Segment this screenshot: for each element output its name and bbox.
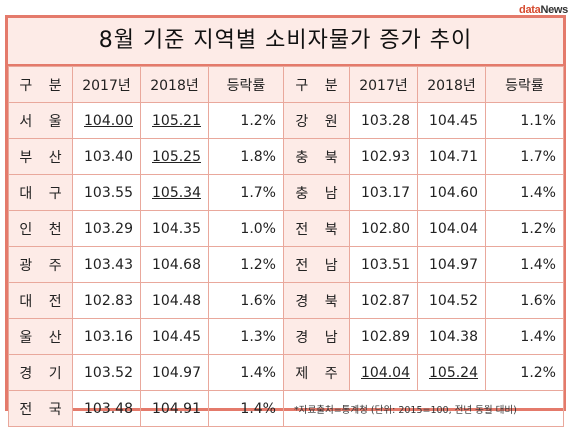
region-cell: 충 남 [283, 174, 350, 211]
rate-cell: 1.0% [208, 210, 284, 247]
rate-cell: 1.4% [208, 390, 284, 427]
region-cell: 대 구 [8, 174, 73, 211]
table-row: 대 전 102.83 104.48 1.6% 경 북 102.87 104.52… [8, 282, 564, 319]
header-rate: 등락률 [485, 66, 564, 103]
value-2017-cell: 103.48 [72, 390, 141, 427]
value-2018-cell: 104.52 [417, 282, 486, 319]
region-cell: 경 북 [283, 282, 350, 319]
header-region: 구 분 [283, 66, 350, 103]
region-cell: 서 울 [8, 102, 73, 139]
rate-cell: 1.7% [208, 174, 284, 211]
datanews-logo: dataNews [519, 4, 568, 16]
rate-cell: 1.3% [208, 318, 284, 355]
region-cell: 경 남 [283, 318, 350, 355]
value-2017-cell: 102.83 [72, 282, 141, 319]
table-row: 부 산 103.40 105.25 1.8% 충 북 102.93 104.71… [8, 138, 564, 175]
value-2017-cell: 102.87 [349, 282, 418, 319]
value-2017-cell: 103.29 [72, 210, 141, 247]
value-2017-cell: 104.04 [349, 354, 418, 391]
value-2018-cell: 104.97 [417, 246, 486, 283]
region-cell: 대 전 [8, 282, 73, 319]
value-2017-cell: 102.93 [349, 138, 418, 175]
value-2017-cell: 102.80 [349, 210, 418, 247]
rate-cell: 1.1% [485, 102, 564, 139]
region-cell: 전 국 [8, 390, 73, 427]
header-rate: 등락률 [208, 66, 284, 103]
value-2017-cell: 103.43 [72, 246, 141, 283]
value-2018-cell: 105.24 [417, 354, 486, 391]
header-2018: 2018년 [140, 66, 209, 103]
cpi-table: 구 분 2017년 2018년 등락률 구 분 2017년 2018년 등락률 … [8, 66, 564, 427]
value-2017-cell: 103.55 [72, 174, 141, 211]
header-2018: 2018년 [417, 66, 486, 103]
value-2017-cell: 103.17 [349, 174, 418, 211]
rate-cell: 1.2% [485, 354, 564, 391]
value-2018-cell: 104.60 [417, 174, 486, 211]
region-cell: 인 천 [8, 210, 73, 247]
value-2017-cell: 103.28 [349, 102, 418, 139]
rate-cell: 1.2% [208, 102, 284, 139]
header-region: 구 분 [8, 66, 73, 103]
rate-cell: 1.4% [485, 246, 564, 283]
value-2018-cell: 105.25 [140, 138, 209, 175]
value-2018-cell: 104.04 [417, 210, 486, 247]
region-cell: 부 산 [8, 138, 73, 175]
value-2018-cell: 104.35 [140, 210, 209, 247]
region-cell: 광 주 [8, 246, 73, 283]
value-2018-cell: 104.45 [417, 102, 486, 139]
region-cell: 전 남 [283, 246, 350, 283]
rate-cell: 1.4% [485, 174, 564, 211]
rate-cell: 1.7% [485, 138, 564, 175]
rate-cell: 1.2% [485, 210, 564, 247]
table-row: 광 주 103.43 104.68 1.2% 전 남 103.51 104.97… [8, 246, 564, 283]
value-2018-cell: 105.34 [140, 174, 209, 211]
table-row: 대 구 103.55 105.34 1.7% 충 남 103.17 104.60… [8, 174, 564, 211]
value-2018-cell: 104.68 [140, 246, 209, 283]
value-2017-cell: 104.00 [72, 102, 141, 139]
rate-cell: 1.4% [485, 318, 564, 355]
table-card: 8월 기준 지역별 소비자물가 증가 추이 구 분 2017년 2018년 등락… [5, 15, 566, 427]
region-cell: 제 주 [283, 354, 350, 391]
table-row: 서 울 104.00 105.21 1.2% 강 원 103.28 104.45… [8, 102, 564, 139]
value-2018-cell: 104.91 [140, 390, 209, 427]
value-2018-cell: 104.38 [417, 318, 486, 355]
value-2017-cell: 103.51 [349, 246, 418, 283]
rate-cell: 1.8% [208, 138, 284, 175]
region-cell: 충 북 [283, 138, 350, 175]
table-title: 8월 기준 지역별 소비자물가 증가 추이 [8, 18, 563, 66]
value-2017-cell: 102.89 [349, 318, 418, 355]
rate-cell: 1.6% [485, 282, 564, 319]
table-row: 울 산 103.16 104.45 1.3% 경 남 102.89 104.38… [8, 318, 564, 355]
value-2018-cell: 104.97 [140, 354, 209, 391]
header-row: 구 분 2017년 2018년 등락률 구 분 2017년 2018년 등락률 [8, 66, 564, 103]
value-2017-cell: 103.16 [72, 318, 141, 355]
rate-cell: 1.4% [208, 354, 284, 391]
header-2017: 2017년 [349, 66, 418, 103]
region-cell: 전 북 [283, 210, 350, 247]
value-2017-cell: 103.52 [72, 354, 141, 391]
region-cell: 경 기 [8, 354, 73, 391]
rate-cell: 1.2% [208, 246, 284, 283]
value-2018-cell: 105.21 [140, 102, 209, 139]
table-row: 인 천 103.29 104.35 1.0% 전 북 102.80 104.04… [8, 210, 564, 247]
header-2017: 2017년 [72, 66, 141, 103]
value-2017-cell: 103.40 [72, 138, 141, 175]
total-row: 전 국 103.48 104.91 1.4% *자료출처=통계청 (단위: 20… [8, 390, 564, 427]
table-row: 경 기 103.52 104.97 1.4% 제 주 104.04 105.24… [8, 354, 564, 391]
value-2018-cell: 104.71 [417, 138, 486, 175]
region-cell: 울 산 [8, 318, 73, 355]
value-2018-cell: 104.45 [140, 318, 209, 355]
region-cell: 강 원 [283, 102, 350, 139]
value-2018-cell: 104.48 [140, 282, 209, 319]
source-note: *자료출처=통계청 (단위: 2015=100, 전년 동월 대비) [283, 390, 564, 427]
rate-cell: 1.6% [208, 282, 284, 319]
